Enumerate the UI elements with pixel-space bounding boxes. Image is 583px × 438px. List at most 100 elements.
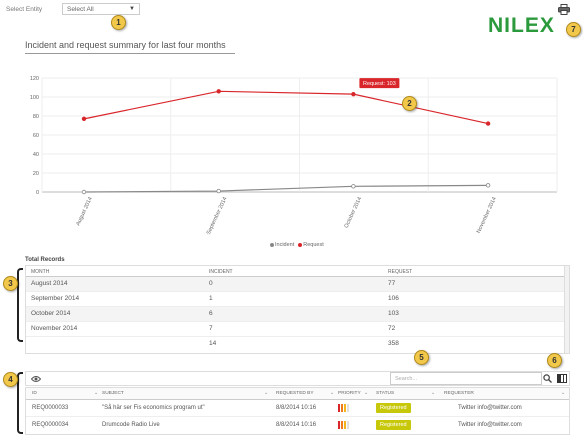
callout-6: 6 (547, 353, 562, 368)
bracket-tickets (17, 372, 23, 434)
chevron-down-icon[interactable]: ⌄ (94, 391, 99, 396)
print-icon[interactable] (558, 4, 570, 15)
data-point-request (216, 89, 221, 94)
nilex-logo: NILEX (488, 14, 555, 37)
records-scrollbar[interactable] (564, 266, 569, 353)
col-id[interactable]: ID (32, 391, 37, 396)
entity-filter-label: Select Entity (6, 6, 43, 13)
col-month: MONTH (31, 269, 50, 275)
records-header: MONTH INCIDENT REQUEST (26, 266, 569, 277)
ticket-requested: 8/8/2014 10:16 (276, 405, 317, 411)
y-tick-label: 20 (33, 171, 39, 177)
y-tick-label: 40 (33, 152, 39, 158)
y-tick-label: 0 (36, 190, 39, 196)
bracket-records (17, 268, 23, 342)
ticket-row[interactable]: REQ0000034 Drumcode Radio Live 8/8/2014 … (26, 417, 569, 434)
callout-5: 5 (414, 350, 429, 365)
cell-incident: 6 (209, 310, 213, 317)
entity-select[interactable]: Select All ▼ (62, 3, 140, 15)
callout-1: 1 (111, 15, 126, 30)
chart-legend: Incident Request (270, 242, 324, 248)
records-body: August 2014 0 77 September 2014 1 106 Oc… (26, 277, 569, 352)
callout-7: 7 (566, 22, 581, 37)
tooltip-text: Request: 103 (363, 81, 396, 87)
cell-month: October 2014 (31, 310, 71, 317)
data-point-request (351, 91, 356, 97)
ticket-requested: 8/8/2014 10:16 (276, 422, 317, 428)
tickets-grid: ID ⌄ SUBJECT ⌄ REQUESTED BY ⌄ PRIORITY ⌄… (25, 387, 570, 435)
ticket-subject: Drumcode Radio Live (102, 422, 160, 428)
ticket-id: REQ0000034 (32, 422, 69, 428)
cell-incident: 7 (209, 325, 213, 332)
col-priority[interactable]: PRIORITY (338, 391, 361, 396)
cell-request: 103 (388, 310, 399, 317)
x-tick-label: October 2014 (344, 196, 364, 229)
cell-incident: 0 (209, 280, 213, 287)
x-tick-label: August 2014 (75, 196, 93, 227)
col-status[interactable]: STATUS (376, 391, 395, 396)
entity-select-value: Select All (67, 6, 94, 13)
search-icon[interactable] (543, 374, 552, 383)
priority-indicator (338, 421, 349, 429)
table-row: November 2014 7 72 (26, 322, 569, 337)
series-line-incident (83, 184, 489, 193)
table-row: September 2014 1 106 (26, 292, 569, 307)
col-requested-by[interactable]: REQUESTED BY (276, 391, 314, 396)
search-input[interactable]: Search... (390, 372, 542, 385)
eye-icon[interactable] (31, 375, 41, 383)
callout-2: 2 (402, 96, 417, 111)
priority-indicator (338, 404, 349, 412)
data-point-incident (216, 188, 221, 194)
status-badge: Registered (376, 420, 411, 430)
ticket-requester: Twitter info@twitter.com (458, 422, 522, 428)
totals-row: 14 358 (26, 337, 569, 352)
ticket-id: REQ0000033 (32, 405, 69, 411)
tickets-header: ID ⌄ SUBJECT ⌄ REQUESTED BY ⌄ PRIORITY ⌄… (26, 388, 569, 400)
cell-total-request: 358 (388, 340, 399, 347)
columns-icon[interactable] (557, 374, 567, 383)
col-request: REQUEST (388, 269, 413, 275)
chart-title: Incident and request summary for last fo… (25, 40, 226, 50)
col-requester[interactable]: REQUESTER (444, 391, 474, 396)
legend-request[interactable]: Request (298, 242, 324, 248)
y-tick-label: 80 (33, 114, 39, 120)
data-point-incident (351, 184, 356, 189)
cell-month: August 2014 (31, 280, 68, 287)
ticket-requester: Twitter info@twitter.com (458, 405, 522, 411)
chevron-down-icon[interactable]: ⌄ (330, 391, 335, 396)
table-row: August 2014 0 77 (26, 277, 569, 292)
chevron-down-icon[interactable]: ⌄ (431, 391, 436, 396)
status-badge: Registered (376, 403, 411, 413)
x-tick-label: November 2014 (476, 196, 498, 234)
chevron-down-icon: ▼ (129, 6, 135, 12)
chevron-down-icon[interactable]: ⌄ (364, 391, 369, 396)
title-underline (25, 53, 235, 54)
cell-incident: 1 (209, 295, 213, 302)
cell-total-incident: 14 (209, 340, 217, 347)
cell-month: November 2014 (31, 325, 78, 332)
series-line-request (83, 90, 489, 125)
col-subject[interactable]: SUBJECT (102, 391, 124, 396)
callout-4: 4 (3, 372, 18, 387)
table-row: October 2014 6 103 (26, 307, 569, 322)
cell-month: September 2014 (31, 295, 80, 302)
summary-line-chart: 0 20 40 60 80 100 120 August 2014 September 2014… (30, 76, 558, 236)
data-point-request (81, 116, 87, 122)
ticket-row[interactable]: REQ0000033 "Så här ser Fis economics pro… (26, 400, 569, 417)
callout-3: 3 (3, 276, 18, 291)
chevron-down-icon[interactable]: ⌄ (561, 391, 566, 396)
x-tick-label: September 2014 (206, 196, 229, 235)
cell-request: 77 (388, 280, 396, 287)
data-point-incident (81, 189, 87, 195)
tooltip-box (359, 78, 400, 89)
data-point-request (485, 121, 491, 126)
chevron-down-icon[interactable]: ⌄ (264, 391, 269, 396)
col-incident: INCIDENT (209, 269, 233, 275)
legend-incident[interactable]: Incident (270, 242, 294, 248)
y-tick-label: 60 (33, 133, 39, 139)
y-tick-label: 100 (30, 95, 39, 101)
y-tick-label: 120 (30, 76, 39, 82)
total-records-table: MONTH INCIDENT REQUEST August 2014 0 77 … (25, 265, 570, 354)
data-point-incident (485, 183, 491, 188)
total-records-title: Total Records (25, 257, 65, 263)
